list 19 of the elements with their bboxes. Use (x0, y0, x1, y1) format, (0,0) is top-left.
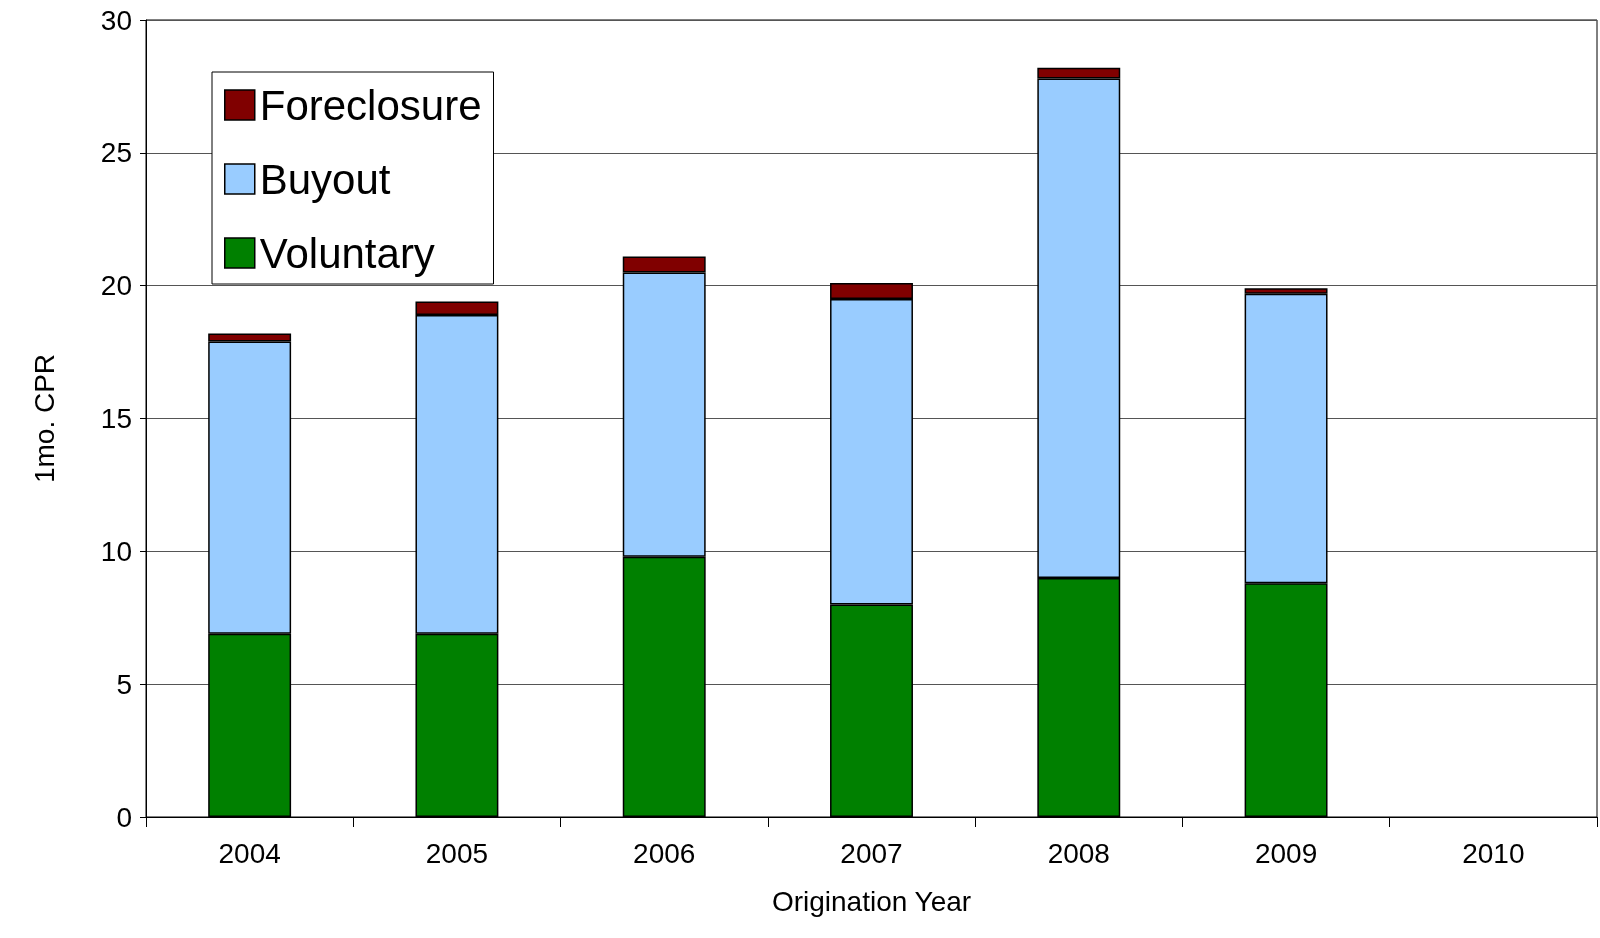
legend-label: Buyout (259, 155, 391, 203)
x-tick-label: 2006 (633, 837, 696, 869)
x-axis-title: Origination Year (771, 885, 972, 917)
y-tick-label: 0 (116, 801, 132, 833)
x-tick-label: 2008 (1047, 837, 1110, 869)
x-tick-label: 2010 (1462, 837, 1525, 869)
y-tick-label: 30 (100, 4, 132, 36)
y-tick-label: 20 (100, 270, 132, 302)
x-tick-label: 2009 (1254, 837, 1318, 869)
legend-label: Voluntary (259, 229, 435, 277)
y-tick-label: 15 (100, 403, 132, 434)
y-tick-label: 25 (100, 137, 132, 169)
x-tick-label: 2007 (840, 837, 903, 869)
y-axis-title: 1mo. CPR (28, 353, 60, 484)
x-tick-label: 2005 (425, 837, 489, 869)
legend-label: Foreclosure (259, 81, 482, 129)
x-tick-label: 2004 (218, 837, 281, 869)
y-tick-label: 10 (100, 535, 132, 567)
y-tick-label: 5 (116, 668, 132, 700)
